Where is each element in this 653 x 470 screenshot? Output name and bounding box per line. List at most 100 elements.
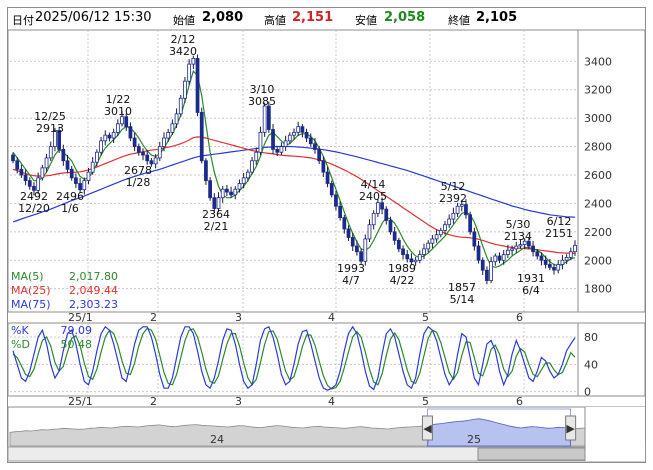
candle-down bbox=[396, 239, 401, 250]
close-value: 2,105 bbox=[476, 10, 518, 25]
candle-down bbox=[199, 112, 204, 162]
candle-down bbox=[497, 255, 502, 261]
candle-down bbox=[32, 185, 36, 191]
month-tick-label-2: 6 bbox=[516, 395, 523, 408]
navigator-left-handle[interactable] bbox=[421, 415, 433, 441]
candle-down bbox=[472, 231, 477, 247]
candle-down bbox=[23, 174, 28, 182]
candle-up bbox=[363, 238, 368, 262]
candle-up bbox=[90, 161, 95, 173]
candle-down bbox=[409, 258, 414, 263]
candle-down bbox=[15, 160, 20, 170]
candle-up bbox=[233, 188, 238, 196]
candle-up bbox=[254, 151, 259, 162]
price-tick-label: 2000 bbox=[584, 254, 612, 267]
month-tick-label: 5 bbox=[422, 311, 429, 324]
candle-up bbox=[115, 123, 120, 133]
candle-down bbox=[266, 105, 271, 130]
stoch-legend-name: %K bbox=[11, 324, 29, 337]
ma5-line bbox=[12, 70, 576, 269]
annotation-value: 2913 bbox=[36, 122, 64, 135]
candle-up bbox=[86, 171, 91, 182]
annotation-date: 5/12 bbox=[441, 180, 466, 193]
chevron-left-icon: ◀ bbox=[423, 422, 432, 435]
low-value: 2,058 bbox=[384, 10, 426, 25]
annotation-value: 3420 bbox=[169, 45, 197, 58]
candle-up bbox=[153, 157, 158, 165]
candle-down bbox=[124, 116, 129, 128]
candle-down bbox=[464, 204, 468, 216]
candle-up bbox=[174, 113, 179, 125]
candle-down bbox=[531, 245, 535, 253]
month-tick-label-2: 5 bbox=[422, 395, 429, 408]
candle-up bbox=[191, 58, 196, 65]
navigator-right-gutter bbox=[585, 407, 645, 461]
candle-down bbox=[300, 126, 305, 133]
month-tick-label-2: 25/1 bbox=[68, 395, 93, 408]
candle-up bbox=[99, 140, 103, 153]
candle-down bbox=[485, 269, 489, 281]
stoch-tick-label: 40 bbox=[584, 358, 598, 371]
candle-down bbox=[329, 183, 334, 196]
candle-down bbox=[346, 228, 351, 238]
stoch-d-line bbox=[12, 327, 576, 390]
candle-up bbox=[422, 248, 426, 255]
candle-up bbox=[522, 240, 527, 246]
navigator-selection-area bbox=[426, 418, 572, 447]
month-tick-label: 4 bbox=[328, 311, 335, 324]
annotation-date: 6/4 bbox=[522, 284, 540, 297]
ma-legend-value: 2,049.44 bbox=[69, 284, 118, 297]
navigator-right-handle[interactable] bbox=[565, 415, 577, 441]
annotation-value: 3010 bbox=[104, 105, 132, 118]
candle-down bbox=[552, 266, 556, 271]
candle-up bbox=[506, 249, 510, 255]
candle-down bbox=[107, 134, 112, 139]
candle-up bbox=[296, 126, 301, 133]
annotation-date: 1/28 bbox=[126, 176, 151, 189]
price-tick-label: 2600 bbox=[584, 169, 612, 182]
month-tick-label: 25/1 bbox=[68, 311, 93, 324]
month-tick-label: 2 bbox=[150, 311, 157, 324]
candle-up bbox=[183, 80, 187, 99]
month-tick-label: 3 bbox=[235, 311, 242, 324]
navigator-year-label: 24 bbox=[210, 433, 224, 446]
candle-up bbox=[510, 248, 514, 251]
candle-up bbox=[568, 251, 573, 258]
candle-down bbox=[195, 58, 200, 113]
open-label: 始値 bbox=[173, 14, 195, 27]
candle-down bbox=[350, 237, 355, 247]
annotation-value: 2492 bbox=[20, 190, 48, 203]
candle-down bbox=[225, 188, 229, 193]
candle-down bbox=[359, 251, 363, 262]
candle-down bbox=[334, 194, 338, 207]
annotation-value: 1993 bbox=[337, 262, 365, 275]
candle-down bbox=[388, 220, 393, 233]
candle-up bbox=[241, 177, 246, 184]
candle-up bbox=[518, 244, 523, 247]
candle-up bbox=[245, 171, 250, 179]
candle-up bbox=[36, 177, 41, 191]
candle-down bbox=[526, 240, 531, 247]
annotation-value: 2151 bbox=[545, 227, 573, 240]
candle-up bbox=[283, 140, 288, 147]
date-label: 日付 bbox=[12, 14, 34, 27]
candle-up bbox=[220, 188, 225, 199]
candle-up bbox=[162, 137, 166, 147]
annotation-date: 12/25 bbox=[34, 110, 66, 123]
annotation-value: 2405 bbox=[359, 190, 387, 203]
candle-up bbox=[426, 242, 431, 250]
annotation-value: 2364 bbox=[202, 208, 230, 221]
price-header: 日付 2025/06/12 15:30 始値 2,080 高値 2,151 安値… bbox=[8, 8, 645, 30]
scrollbar-thumb[interactable] bbox=[477, 447, 586, 461]
candle-down bbox=[405, 254, 410, 260]
high-label: 高値 bbox=[264, 14, 286, 27]
candle-up bbox=[216, 197, 221, 209]
candle-down bbox=[145, 154, 150, 162]
candle-down bbox=[380, 202, 384, 210]
low-label: 安値 bbox=[355, 14, 377, 27]
stoch-panel-border bbox=[7, 322, 646, 397]
candle-up bbox=[501, 254, 506, 261]
candle-up bbox=[438, 230, 443, 236]
candle-down bbox=[392, 231, 397, 241]
candle-up bbox=[53, 130, 57, 147]
